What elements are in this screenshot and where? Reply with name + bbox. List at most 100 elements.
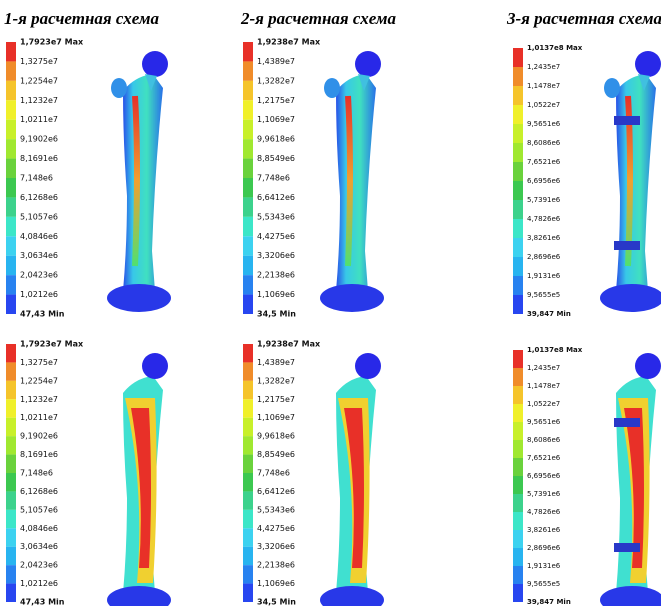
result-panel: 1,7923e7 Max1,3275e71,2254e71,1232e71,02… bbox=[6, 340, 171, 606]
legend-swatch bbox=[513, 295, 523, 314]
legend-label: 5,1057e6 bbox=[20, 212, 58, 221]
result-panel: 1,0137e8 Max1,2435e71,1478e71,0522e79,56… bbox=[513, 44, 661, 318]
legend-label: 39,847 Min bbox=[527, 598, 571, 606]
legend-swatch bbox=[243, 381, 253, 399]
fixator-clamp bbox=[614, 116, 640, 125]
legend-swatch bbox=[513, 458, 523, 476]
legend-label: 2,8696e6 bbox=[527, 544, 561, 552]
legend-swatch bbox=[243, 362, 253, 380]
legend-label: 8,1691e6 bbox=[20, 154, 58, 163]
legend-swatch bbox=[243, 42, 253, 61]
legend-swatch bbox=[6, 528, 16, 546]
legend-label: 4,7826e6 bbox=[527, 508, 561, 516]
legend-swatch bbox=[6, 159, 16, 178]
result-panel: 1,7923e7 Max1,3275e71,2254e71,1232e71,02… bbox=[6, 38, 171, 319]
legend-label: 5,5343e6 bbox=[257, 212, 295, 221]
legend-swatch bbox=[6, 100, 16, 119]
result-panel: 1,9238e7 Max1,4389e71,3282e71,2175e71,10… bbox=[243, 340, 384, 606]
legend-swatch bbox=[513, 124, 523, 143]
legend-swatch bbox=[6, 510, 16, 528]
legend-label: 6,1268e6 bbox=[20, 193, 58, 202]
legend-label: 3,0634e6 bbox=[20, 251, 58, 260]
legend-swatch bbox=[6, 61, 16, 80]
legend-label: 7,148e6 bbox=[20, 469, 53, 478]
legend-swatch bbox=[6, 344, 16, 362]
legend-label: 1,1478e7 bbox=[527, 82, 560, 90]
legend-label: 4,0846e6 bbox=[20, 232, 58, 241]
legend-swatch bbox=[513, 200, 523, 219]
legend-swatch bbox=[243, 159, 253, 178]
legend-swatch bbox=[513, 257, 523, 276]
legend-swatch bbox=[243, 473, 253, 491]
legend-label: 8,6086e6 bbox=[527, 436, 561, 444]
legend-swatch bbox=[243, 295, 253, 314]
legend-label: 1,0211e7 bbox=[20, 115, 58, 124]
legend-swatch bbox=[243, 275, 253, 294]
legend-label: 9,1902e6 bbox=[20, 432, 58, 441]
legend-label: 1,1069e6 bbox=[257, 290, 295, 299]
legend-label: 3,8261e6 bbox=[527, 526, 561, 534]
legend-swatch bbox=[513, 476, 523, 494]
legend-swatch bbox=[6, 491, 16, 509]
legend-label: 5,5343e6 bbox=[257, 505, 295, 514]
legend-swatch bbox=[513, 276, 523, 295]
legend-label: 8,8549e6 bbox=[257, 450, 295, 459]
femur-model bbox=[107, 51, 171, 312]
column-title: 2-я расчетная схема bbox=[240, 9, 396, 28]
legend-label: 1,2175e7 bbox=[257, 395, 295, 404]
legend-label: 47,43 Min bbox=[20, 598, 65, 606]
femur-model bbox=[107, 353, 171, 606]
fixator-clamp bbox=[614, 241, 640, 250]
femur-model bbox=[320, 51, 384, 312]
legend-label: 34,5 Min bbox=[257, 598, 296, 606]
legend-swatch bbox=[513, 86, 523, 105]
legend-label: 1,7923e7 Max bbox=[20, 38, 84, 47]
legend-label: 1,1232e7 bbox=[20, 395, 58, 404]
legend-label: 7,6521e6 bbox=[527, 454, 561, 462]
legend-swatch bbox=[6, 473, 16, 491]
legend-swatch bbox=[6, 455, 16, 473]
legend-label: 1,2254e7 bbox=[20, 76, 58, 85]
legend-label: 1,9131e6 bbox=[527, 272, 561, 280]
legend-label: 2,0423e6 bbox=[20, 561, 58, 570]
legend-swatch bbox=[6, 295, 16, 314]
legend-swatch bbox=[513, 512, 523, 530]
result-panel: 1,9238e7 Max1,4389e71,3282e71,2175e71,10… bbox=[243, 38, 384, 319]
legend-label: 9,5655e5 bbox=[527, 291, 560, 299]
legend-swatch bbox=[513, 494, 523, 512]
legend-swatch bbox=[243, 197, 253, 216]
legend-label: 1,2254e7 bbox=[20, 376, 58, 385]
legend-swatch bbox=[243, 100, 253, 119]
fixator-clamp bbox=[614, 543, 640, 552]
legend-label: 1,3275e7 bbox=[20, 57, 58, 66]
legend-label: 1,2435e7 bbox=[527, 63, 560, 71]
legend-swatch bbox=[243, 565, 253, 583]
legend-swatch bbox=[6, 139, 16, 158]
legend-label: 47,43 Min bbox=[20, 310, 65, 319]
legend-swatch bbox=[6, 418, 16, 436]
legend-label: 1,2435e7 bbox=[527, 364, 560, 372]
legend-swatch bbox=[6, 565, 16, 583]
legend-swatch bbox=[243, 418, 253, 436]
legend-label: 1,1069e6 bbox=[257, 579, 295, 588]
legend-swatch bbox=[6, 178, 16, 197]
legend-label: 1,1069e7 bbox=[257, 413, 295, 422]
legend-swatch bbox=[243, 178, 253, 197]
legend-label: 3,8261e6 bbox=[527, 234, 561, 242]
legend-label: 7,748e6 bbox=[257, 174, 290, 183]
legend-swatch bbox=[6, 120, 16, 139]
legend-label: 9,9618e6 bbox=[257, 135, 295, 144]
legend-label: 1,4389e7 bbox=[257, 57, 295, 66]
legend-swatch bbox=[513, 162, 523, 181]
legend-label: 2,8696e6 bbox=[527, 253, 561, 261]
legend-label: 1,0212e6 bbox=[20, 579, 58, 588]
legend-swatch bbox=[513, 350, 523, 368]
legend-swatch bbox=[513, 404, 523, 422]
legend-label: 5,1057e6 bbox=[20, 505, 58, 514]
legend-swatch bbox=[243, 547, 253, 565]
legend-label: 1,9238e7 Max bbox=[257, 38, 321, 47]
legend-label: 9,9618e6 bbox=[257, 432, 295, 441]
legend-label: 1,0137e8 Max bbox=[527, 44, 583, 52]
result-panel: 1,0137e8 Max1,2435e71,1478e71,0522e79,56… bbox=[513, 346, 661, 606]
legend-swatch bbox=[6, 197, 16, 216]
